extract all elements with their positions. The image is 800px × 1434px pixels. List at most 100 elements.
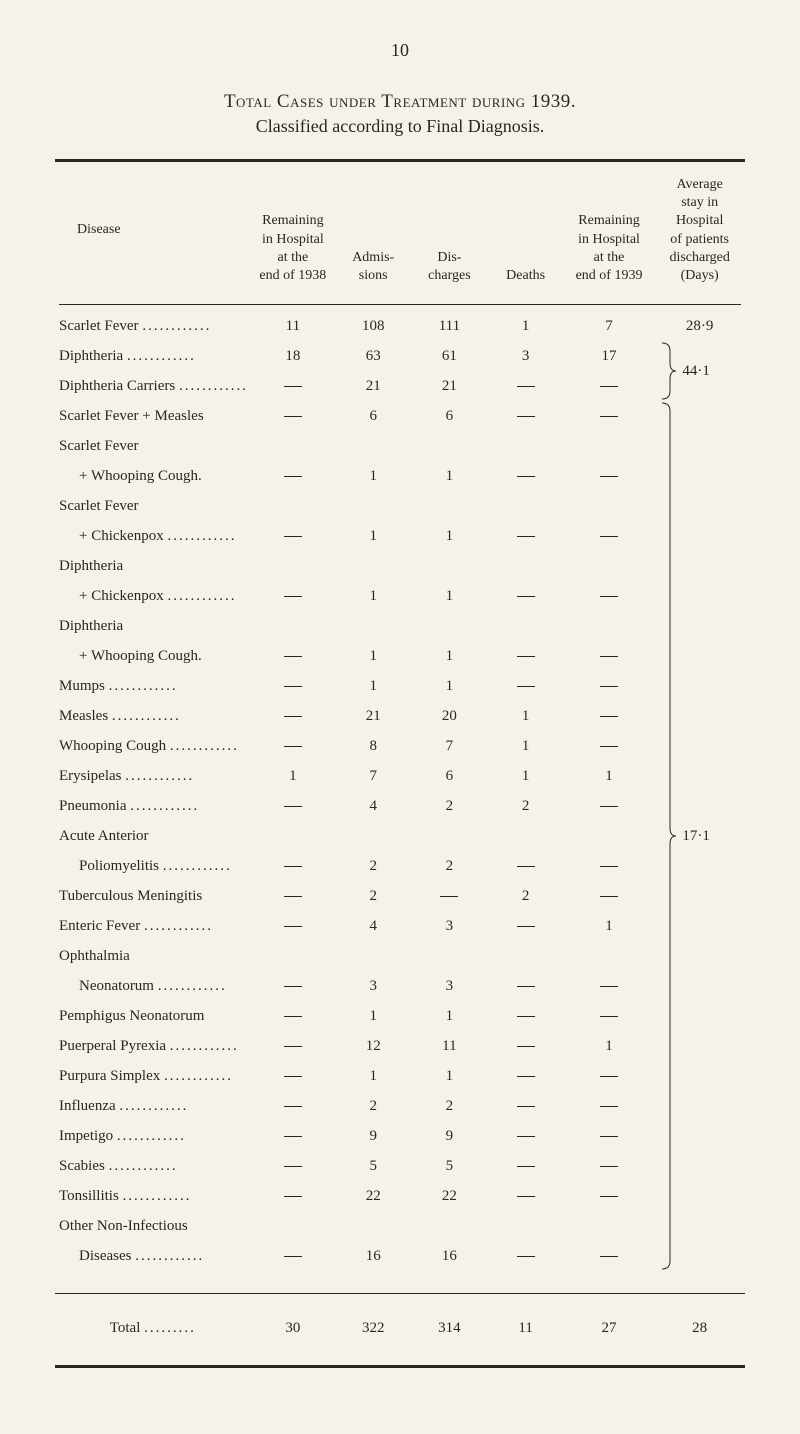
- em-dash: [284, 1016, 302, 1017]
- value-cell-r38: [251, 791, 335, 821]
- empty-cell: [564, 431, 655, 461]
- title-line-1: Total Cases under Treatment during 1939.: [55, 91, 745, 113]
- header-rule: [59, 304, 741, 305]
- value-cell-dis: 3: [411, 911, 487, 941]
- em-dash: [517, 1076, 535, 1077]
- table-row: Scarlet Fever: [55, 491, 745, 521]
- value-cell-dea: 1: [488, 701, 564, 731]
- em-dash: [600, 1106, 618, 1107]
- em-dash: [517, 656, 535, 657]
- em-dash: [284, 536, 302, 537]
- avg-stay-cell: [654, 491, 745, 521]
- em-dash: [600, 1196, 618, 1197]
- disease-cell: Purpura Simplex ............: [55, 1061, 251, 1091]
- disease-cell: Enteric Fever ............: [55, 911, 251, 941]
- avg-stay-cell: [654, 1181, 745, 1211]
- em-dash: [600, 536, 618, 537]
- em-dash: [440, 896, 458, 897]
- value-cell-dis: 9: [411, 1121, 487, 1151]
- em-dash: [517, 1136, 535, 1137]
- table-row: Purpura Simplex ............11: [55, 1061, 745, 1091]
- value-cell-r39: [564, 1091, 655, 1121]
- em-dash: [284, 656, 302, 657]
- em-dash: [600, 1166, 618, 1167]
- em-dash: [517, 866, 535, 867]
- empty-cell: [564, 941, 655, 971]
- disease-cell: Tuberculous Meningitis: [55, 881, 251, 911]
- value-cell-dea: [488, 1181, 564, 1211]
- value-cell-dis: 16: [411, 1241, 487, 1271]
- value-cell-adm: 5: [335, 1151, 411, 1181]
- value-cell-r38: [251, 1181, 335, 1211]
- value-cell-dis: 2: [411, 1091, 487, 1121]
- em-dash: [600, 1016, 618, 1017]
- table-row: Scarlet Fever ............111081111728·9: [55, 311, 745, 341]
- disease-cell: + Chickenpox ............: [55, 521, 251, 551]
- table-row: Scabies ............55: [55, 1151, 745, 1181]
- title-block: Total Cases under Treatment during 1939.…: [55, 91, 745, 137]
- disease-cell: Impetigo ............: [55, 1121, 251, 1151]
- value-cell-r39: [564, 401, 655, 431]
- avg-stay-cell: [654, 1241, 745, 1271]
- table-row: Poliomyelitis ............22: [55, 851, 745, 881]
- value-cell-r38: [251, 1001, 335, 1031]
- table-row: Ophthalmia: [55, 941, 745, 971]
- empty-cell: [251, 431, 335, 461]
- empty-cell: [488, 551, 564, 581]
- value-cell-dea: [488, 671, 564, 701]
- disease-cell: Ophthalmia: [55, 941, 251, 971]
- em-dash: [284, 686, 302, 687]
- em-dash: [600, 1256, 618, 1257]
- value-cell-dis: 1: [411, 641, 487, 671]
- disease-cell: + Whooping Cough.: [55, 461, 251, 491]
- avg-stay-cell: [654, 821, 745, 851]
- table-row: Diphtheria ............18636131744·1: [55, 341, 745, 371]
- disease-cell: Neonatorum ............: [55, 971, 251, 1001]
- avg-stay-cell: [654, 941, 745, 971]
- disease-cell: Pemphigus Neonatorum: [55, 1001, 251, 1031]
- em-dash: [517, 1196, 535, 1197]
- total-row: Total .........30322314112728: [55, 1297, 745, 1351]
- em-dash: [600, 686, 618, 687]
- avg-stay-cell: [654, 1031, 745, 1061]
- table-row: Measles ............21201: [55, 701, 745, 731]
- em-dash: [600, 1136, 618, 1137]
- value-cell-r39: [564, 1061, 655, 1091]
- empty-cell: [335, 821, 411, 851]
- avg-stay-cell: [654, 731, 745, 761]
- table-row: Acute Anterior: [55, 821, 745, 851]
- disease-cell: Erysipelas ............: [55, 761, 251, 791]
- em-dash: [284, 926, 302, 927]
- em-dash: [517, 1106, 535, 1107]
- value-cell-dea: [488, 1031, 564, 1061]
- value-cell-r39: [564, 641, 655, 671]
- total-avg: 28: [654, 1297, 745, 1351]
- value-cell-r38: 11: [251, 311, 335, 341]
- em-dash: [517, 416, 535, 417]
- value-cell-adm: 1: [335, 641, 411, 671]
- empty-cell: [488, 941, 564, 971]
- value-cell-r39: [564, 371, 655, 401]
- table-row: Tuberculous Meningitis22: [55, 881, 745, 911]
- disease-cell: Influenza ............: [55, 1091, 251, 1121]
- value-cell-dea: [488, 1001, 564, 1031]
- total-r38: 30: [251, 1297, 335, 1351]
- table-row: Mumps ............11: [55, 671, 745, 701]
- table-row: Tonsillitis ............2222: [55, 1181, 745, 1211]
- value-cell-dis: 1: [411, 671, 487, 701]
- value-cell-dis: 21: [411, 371, 487, 401]
- value-cell-dea: [488, 401, 564, 431]
- value-cell-r39: 1: [564, 761, 655, 791]
- table-row: Scarlet Fever + Measles6617·1: [55, 401, 745, 431]
- empty-cell: [335, 1211, 411, 1241]
- value-cell-dea: 2: [488, 881, 564, 911]
- avg-stay-cell: [654, 1211, 745, 1241]
- value-cell-adm: 16: [335, 1241, 411, 1271]
- value-cell-dea: [488, 1241, 564, 1271]
- disease-cell: + Whooping Cough.: [55, 641, 251, 671]
- disease-cell: Diphtheria: [55, 551, 251, 581]
- value-cell-r39: [564, 521, 655, 551]
- value-cell-dis: 1: [411, 1001, 487, 1031]
- avg-stay-cell: [654, 761, 745, 791]
- empty-cell: [488, 821, 564, 851]
